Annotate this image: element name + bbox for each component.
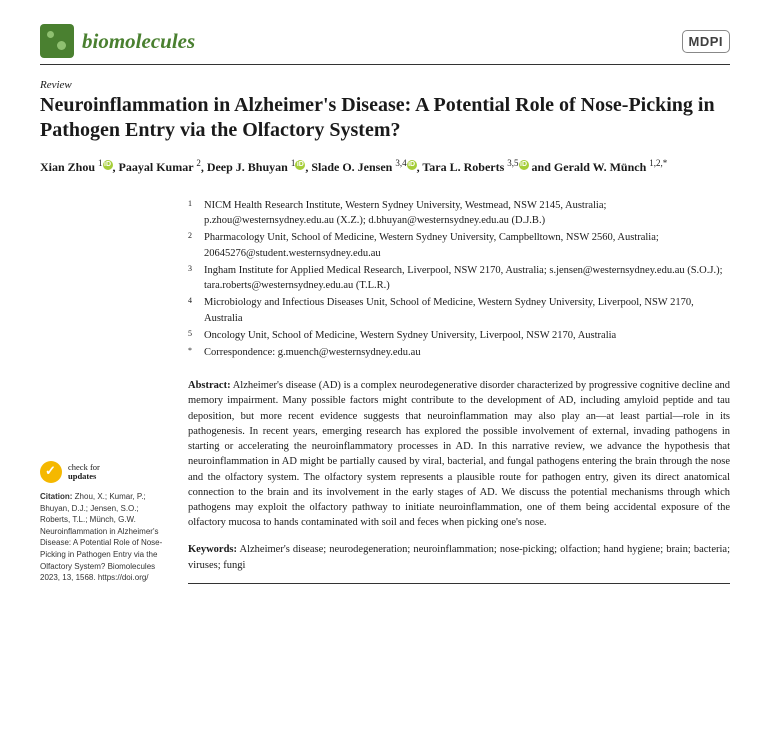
abstract-text: Alzheimer's disease (AD) is a complex ne… (188, 380, 730, 528)
header-row: biomolecules MDPI (40, 24, 730, 58)
article-title: Neuroinflammation in Alzheimer's Disease… (40, 93, 730, 143)
author: Xian Zhou 1iD (40, 160, 113, 174)
affiliations: 1 NICM Health Research Institute, Western… (188, 198, 730, 360)
abstract-label: Abstract: (188, 380, 231, 391)
aff-text: Microbiology and Infectious Diseases Uni… (204, 295, 730, 325)
author: Deep J. Bhuyan 1iD (207, 160, 306, 174)
aff-marker: 4 (188, 295, 196, 325)
affiliation-row: 5 Oncology Unit, School of Medicine, West… (188, 328, 730, 343)
citation-block: Citation: Zhou, X.; Kumar, P.; Bhuyan, D… (40, 491, 170, 584)
aff-marker: 3 (188, 263, 196, 293)
check-for-updates[interactable]: check for updates (40, 461, 170, 483)
orcid-icon: iD (407, 160, 417, 170)
affiliation-row: 2 Pharmacology Unit, School of Medicine, … (188, 230, 730, 260)
affiliation-row: 4 Microbiology and Infectious Diseases Un… (188, 295, 730, 325)
aff-text: Ingham Institute for Applied Medical Res… (204, 263, 730, 293)
orcid-icon: iD (103, 160, 113, 170)
keywords-rule (188, 583, 730, 584)
main-column: 1 NICM Health Research Institute, Western… (188, 198, 730, 584)
keywords-text: Alzheimer's disease; neurodegeneration; … (188, 544, 730, 570)
author: Gerald W. Münch 1,2,* (554, 160, 667, 174)
author: Paayal Kumar 2 (119, 160, 201, 174)
orcid-icon: iD (519, 160, 529, 170)
header-rule (40, 64, 730, 65)
aff-text: Correspondence: g.muench@westernsydney.e… (204, 345, 730, 360)
aff-text: Pharmacology Unit, School of Medicine, W… (204, 230, 730, 260)
journal-name: biomolecules (82, 29, 195, 54)
author: Tara L. Roberts 3,5iD (422, 160, 528, 174)
sidebar-column: check for updates Citation: Zhou, X.; Ku… (40, 198, 170, 584)
aff-text: Oncology Unit, School of Medicine, Weste… (204, 328, 730, 343)
aff-text: NICM Health Research Institute, Western … (204, 198, 730, 228)
author-list: Xian Zhou 1iD, Paayal Kumar 2, Deep J. B… (40, 157, 730, 176)
abstract: Abstract: Alzheimer's disease (AD) is a … (188, 378, 730, 530)
keywords: Keywords: Alzheimer's disease; neurodege… (188, 542, 730, 572)
journal-brand: biomolecules (40, 24, 195, 58)
orcid-icon: iD (295, 160, 305, 170)
check-badge-icon (40, 461, 62, 483)
aff-marker: 5 (188, 328, 196, 343)
aff-marker: * (188, 345, 196, 360)
aff-marker: 1 (188, 198, 196, 228)
citation-label: Citation: (40, 492, 72, 501)
author: Slade O. Jensen 3,4iD (311, 160, 416, 174)
journal-logo-icon (40, 24, 74, 58)
affiliation-row: * Correspondence: g.muench@westernsydney.… (188, 345, 730, 360)
keywords-label: Keywords: (188, 544, 237, 555)
publisher-logo: MDPI (682, 30, 731, 53)
article-type: Review (40, 79, 730, 91)
affiliation-row: 3 Ingham Institute for Applied Medical Re… (188, 263, 730, 293)
check-text: check for updates (68, 463, 100, 482)
check-line2: updates (68, 472, 100, 481)
affiliation-row: 1 NICM Health Research Institute, Western… (188, 198, 730, 228)
citation-text: Zhou, X.; Kumar, P.; Bhuyan, D.J.; Jense… (40, 492, 162, 582)
aff-marker: 2 (188, 230, 196, 260)
